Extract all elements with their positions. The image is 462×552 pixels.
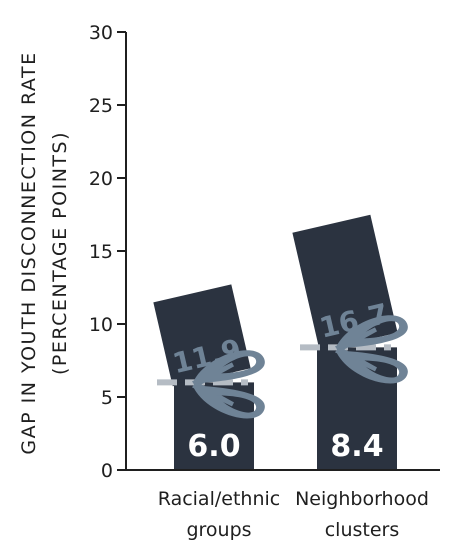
y-tick-label: 20 bbox=[89, 168, 113, 190]
y-tick-label: 0 bbox=[101, 460, 113, 482]
x-category-label: Racial/ethnic bbox=[158, 488, 280, 510]
y-tick-label: 30 bbox=[89, 22, 113, 44]
x-category-label: groups bbox=[186, 519, 251, 541]
x-category-label: clusters bbox=[325, 519, 400, 541]
cut-markers-layer bbox=[157, 315, 408, 419]
y-axis-subtitle: (PERCENTAGE POINTS) bbox=[49, 131, 71, 375]
cut-slab: 16.7 bbox=[292, 214, 398, 351]
y-tick-label: 10 bbox=[89, 314, 113, 336]
y-tick-label: 5 bbox=[101, 387, 113, 409]
cut-slab-rect bbox=[292, 214, 398, 351]
x-category-label: Neighborhood bbox=[295, 488, 429, 510]
y-tick-label: 15 bbox=[89, 241, 113, 263]
bar-value-label: 8.4 bbox=[330, 429, 383, 464]
y-axis: 0 5 10 15 20 25 30 bbox=[89, 22, 127, 482]
y-axis-title: GAP IN YOUTH DISCONNECTION RATE bbox=[18, 51, 40, 454]
y-tick-label: 25 bbox=[89, 95, 113, 117]
bar-value-label: 6.0 bbox=[187, 429, 240, 464]
x-axis: Racial/ethnic groups Neighborhood clusters bbox=[126, 469, 440, 541]
previous-values-layer: 11.916.7 bbox=[153, 214, 398, 387]
